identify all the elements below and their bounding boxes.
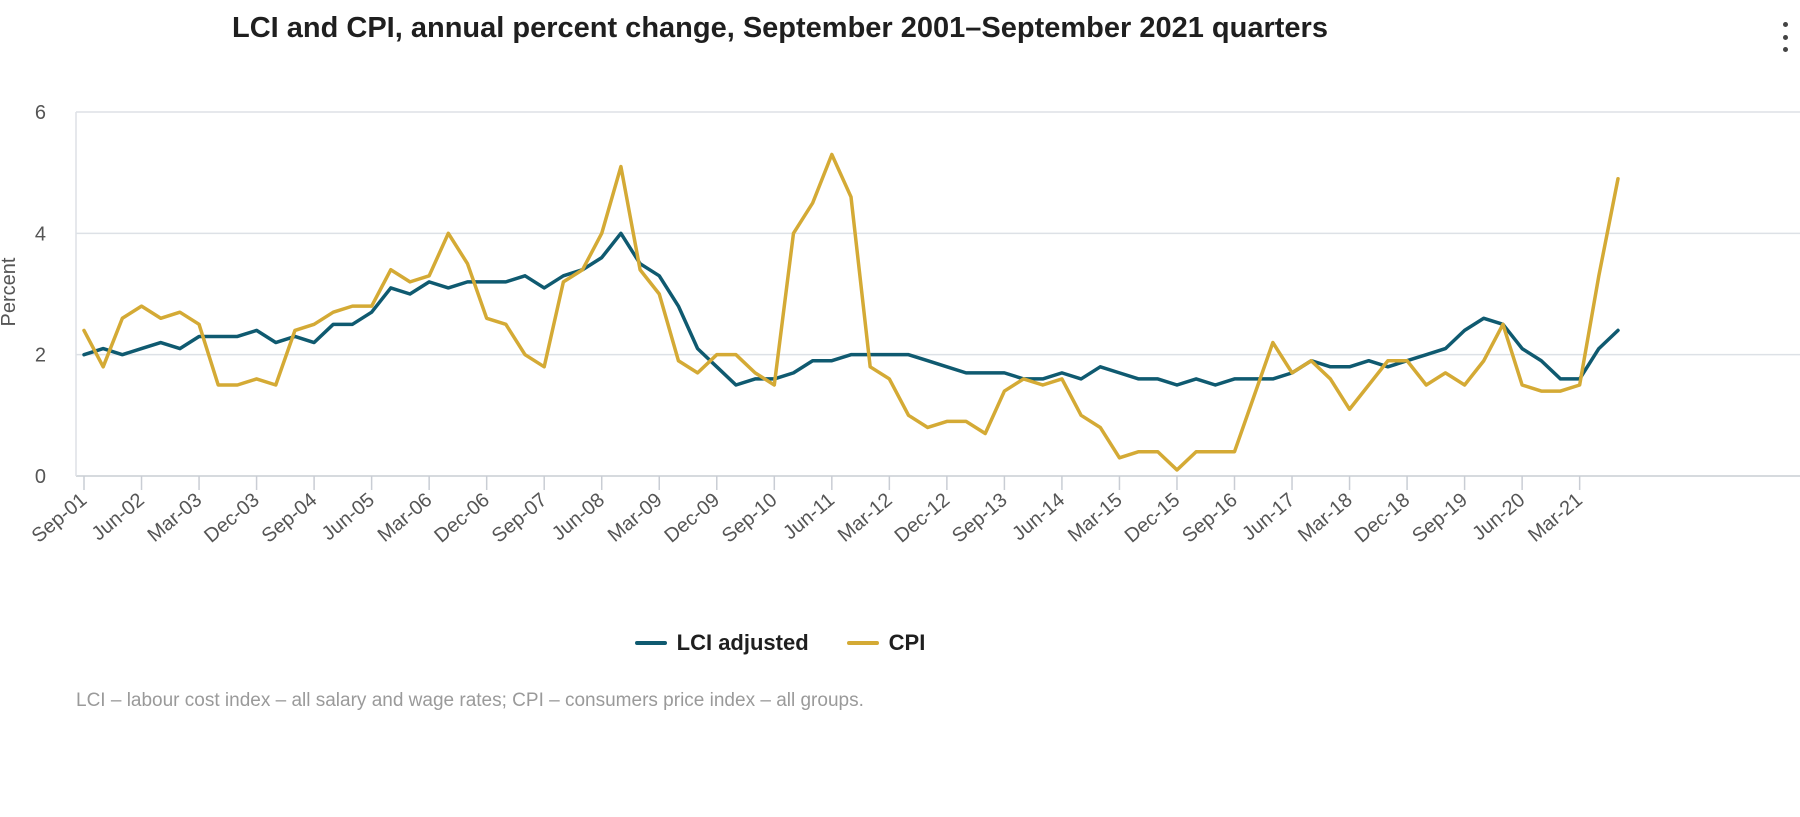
legend-label-cpi: CPI <box>888 630 926 655</box>
series-line-lci-adjusted[interactable] <box>82 231 1620 387</box>
x-tick-label: Mar-09 <box>604 489 667 547</box>
x-tick-label: Dec-15 <box>1121 489 1185 547</box>
chart-title: LCI and CPI, annual percent change, Sept… <box>232 12 1328 44</box>
legend-swatch-cpi <box>846 641 879 645</box>
menu-icon[interactable] <box>1783 22 1789 52</box>
x-tick-label: Sep-10 <box>718 489 782 547</box>
x-tick-label: Sep-07 <box>488 489 552 547</box>
x-tick-label: Jun-14 <box>1008 489 1069 545</box>
y-axis-label: Percent <box>0 257 20 326</box>
x-tick-label: Jun-17 <box>1238 489 1299 545</box>
x-tick-label: Mar-03 <box>144 489 207 547</box>
x-tick-label: Dec-18 <box>1351 489 1415 547</box>
x-tick-label: Dec-03 <box>200 489 264 547</box>
x-tick-label: Dec-12 <box>891 489 955 547</box>
x-tick-label: Jun-11 <box>779 489 839 544</box>
x-tick-label: Jun-02 <box>88 489 149 545</box>
x-tick-label: Sep-16 <box>1178 489 1242 547</box>
x-tick-label: Sep-04 <box>258 489 322 547</box>
x-tick-label: Mar-12 <box>834 489 897 547</box>
legend-swatch-lci <box>634 641 667 645</box>
axis-layer: 0 2 4 6 Sep-01Jun-02Mar-03Dec-03Sep-04Jun-05… <box>28 102 1587 547</box>
x-tick-label: Jun-08 <box>548 489 609 545</box>
grid-layer <box>76 111 1800 477</box>
series-line-cpi[interactable] <box>82 152 1620 472</box>
legend-label-lci: LCI adjusted <box>676 630 809 655</box>
x-tick-label: Mar-21 <box>1524 489 1587 547</box>
y-tick-label: 6 <box>35 102 46 124</box>
x-tick-label: Sep-19 <box>1408 489 1472 547</box>
x-tick-label: Mar-06 <box>374 489 437 547</box>
legend: LCI adjusted CPI <box>0 630 1560 656</box>
x-tick-label: Mar-15 <box>1064 489 1127 547</box>
x-tick-label: Jun-20 <box>1468 489 1529 545</box>
x-tick-label: Dec-06 <box>430 489 494 547</box>
x-tick-label: Sep-01 <box>28 489 92 547</box>
y-tick-label: 4 <box>35 223 46 245</box>
x-tick-label: Sep-13 <box>948 489 1012 547</box>
legend-item-lci[interactable]: LCI adjusted <box>634 630 809 656</box>
series-layer <box>82 152 1620 472</box>
x-tick-label: Dec-09 <box>660 489 724 547</box>
line-chart: 0 2 4 6 Sep-01Jun-02Mar-03Dec-03Sep-04Jun-05… <box>0 102 1800 547</box>
x-tick-label: Mar-18 <box>1294 489 1357 547</box>
footnote: LCI – labour cost index – all salary and… <box>76 690 864 711</box>
y-tick-label: 0 <box>35 466 46 488</box>
y-tick-label: 2 <box>35 345 46 367</box>
legend-item-cpi[interactable]: CPI <box>846 630 926 656</box>
x-tick-label: Jun-05 <box>318 489 379 545</box>
